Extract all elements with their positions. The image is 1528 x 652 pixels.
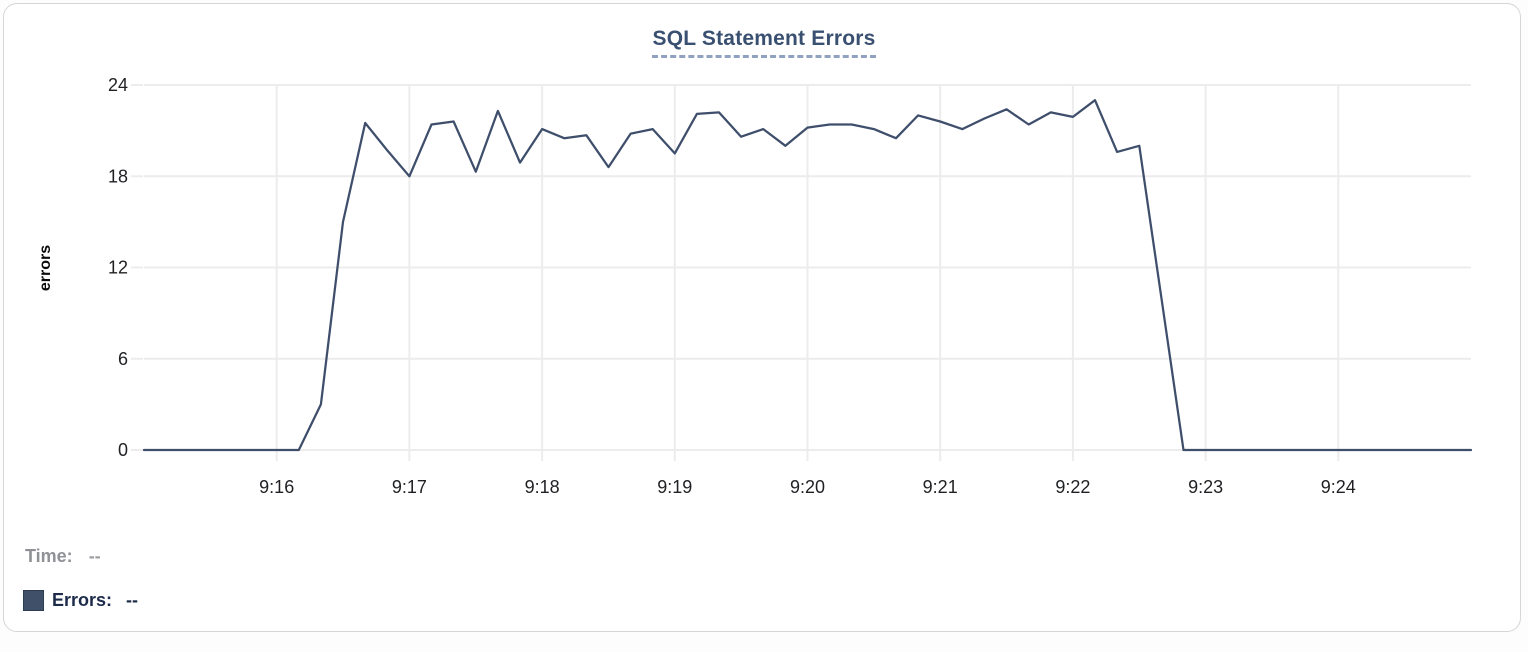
legend-time-row: Time: -- xyxy=(25,546,101,567)
y-tick-label: 12 xyxy=(108,258,128,278)
legend-errors-row: Errors: -- xyxy=(23,590,138,611)
y-tick-label: 24 xyxy=(108,75,128,95)
x-tick-label: 9:23 xyxy=(1188,477,1223,497)
x-tick-label: 9:20 xyxy=(790,477,825,497)
legend-errors-label: Errors: xyxy=(52,590,113,610)
chart-title-wrap: SQL Statement Errors xyxy=(0,27,1528,58)
legend-errors-value: -- xyxy=(126,590,139,610)
x-tick-label: 9:18 xyxy=(525,477,560,497)
legend-time-value: -- xyxy=(88,546,101,566)
errors-series-line xyxy=(142,99,1473,452)
x-tick-label: 9:17 xyxy=(392,477,427,497)
chart-title[interactable]: SQL Statement Errors xyxy=(652,27,876,58)
x-tick-label: 9:21 xyxy=(923,477,958,497)
y-tick-label: 6 xyxy=(118,349,128,369)
y-axis-title: errors xyxy=(37,245,54,291)
x-tick-label: 9:16 xyxy=(259,477,294,497)
errors-series-swatch xyxy=(23,590,44,611)
x-tick-label: 9:22 xyxy=(1055,477,1090,497)
x-tick-label: 9:24 xyxy=(1321,477,1356,497)
chart-card xyxy=(3,3,1521,632)
y-tick-label: 18 xyxy=(108,166,128,186)
y-tick-label: 0 xyxy=(118,440,128,460)
x-tick-label: 9:19 xyxy=(657,477,692,497)
legend-time-label: Time: xyxy=(25,546,73,566)
